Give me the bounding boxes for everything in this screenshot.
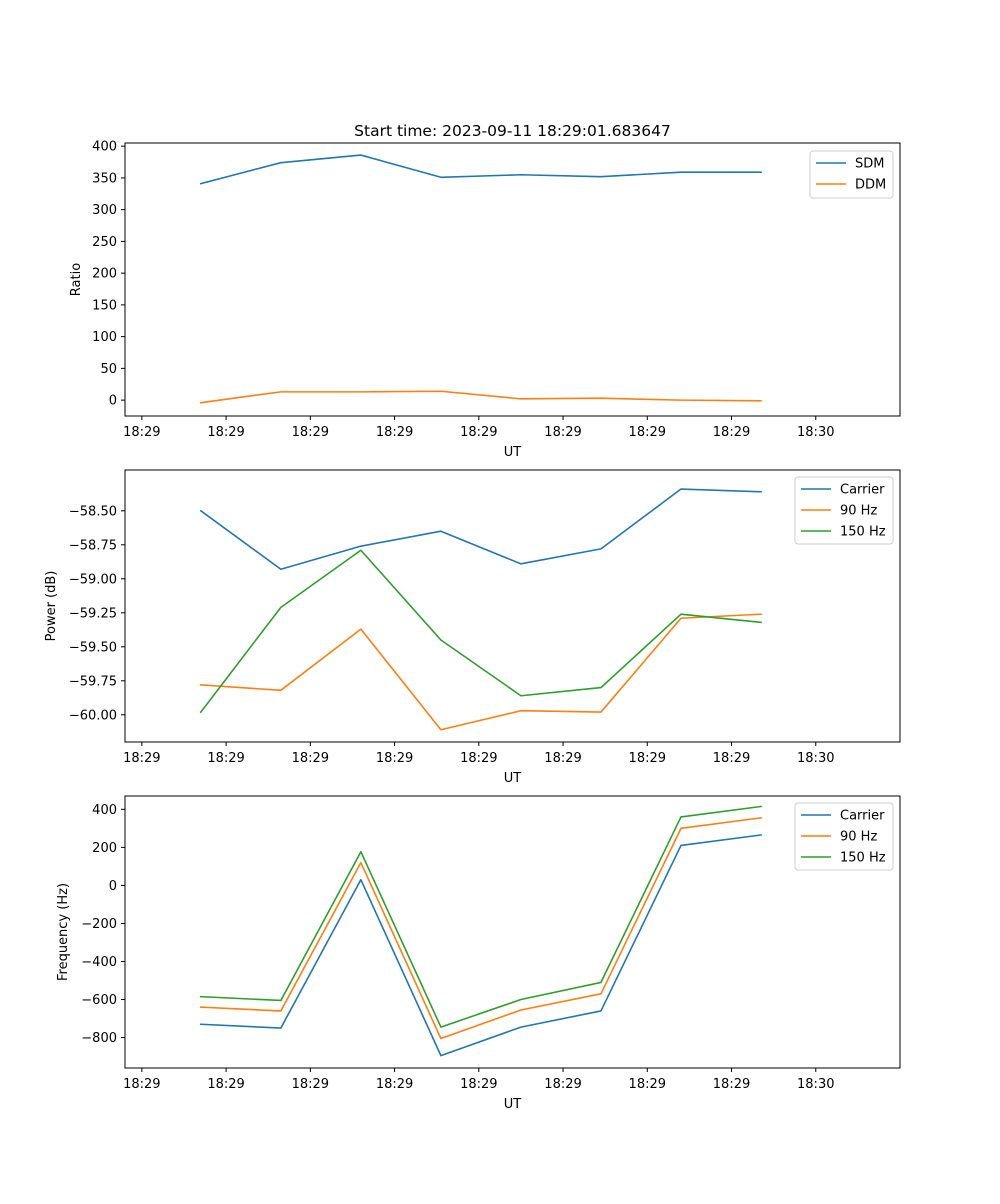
x-axis-label: UT <box>504 771 522 786</box>
legend: Carrier 90 Hz 150 Hz <box>794 802 894 871</box>
series-line-sdm <box>199 154 762 185</box>
plot-frame <box>124 795 901 1069</box>
x-tick-label: 18:29 <box>292 1077 329 1092</box>
x-tick-label: 18:29 <box>629 1077 666 1092</box>
x-tick-label: 18:29 <box>460 1077 497 1092</box>
legend-label: Carrier <box>840 483 885 498</box>
y-axis-label: Frequency (Hz) <box>56 883 71 981</box>
y-tick-label: −800 <box>81 1031 117 1046</box>
x-tick-label: 18:29 <box>376 1077 413 1092</box>
legend: SDM DDM <box>809 150 894 199</box>
x-tick-label: 18:29 <box>544 1077 581 1092</box>
series-line-150-hz <box>199 549 762 714</box>
x-tick-label: 18:29 <box>123 425 160 440</box>
x-tick-label: 18:29 <box>713 1077 750 1092</box>
y-tick-label: 350 <box>92 171 117 186</box>
legend-label: 90 Hz <box>840 830 877 845</box>
x-tick-label: 18:30 <box>797 425 834 440</box>
y-tick-label: −600 <box>81 993 117 1008</box>
series-line-ddm <box>199 390 762 404</box>
y-tick-label: 50 <box>100 362 117 377</box>
legend-label: 150 Hz <box>840 525 886 540</box>
y-axis: −60.00 −59.75 −59.50 −59.25 −59.00 −58.75 −58.… <box>69 504 125 723</box>
y-tick-label: 200 <box>92 841 117 856</box>
x-tick-label: 18:29 <box>713 425 750 440</box>
y-tick-label: 150 <box>92 298 117 313</box>
x-axis: 18:29 18:29 18:29 18:29 18:29 18:29 18:29 18:29… <box>123 1068 834 1092</box>
y-tick-label: −59.50 <box>69 640 117 655</box>
panel-ratio: Start time: 2023-09-11 18:29:01.683647 1… <box>69 122 901 460</box>
legend-label: 90 Hz <box>840 504 877 519</box>
y-tick-label: −58.50 <box>69 504 117 519</box>
x-axis-label: UT <box>504 1097 522 1112</box>
x-tick-label: 18:29 <box>629 425 666 440</box>
x-tick-label: 18:30 <box>797 751 834 766</box>
chart-title: Start time: 2023-09-11 18:29:01.683647 <box>354 122 671 140</box>
legend-label: SDM <box>855 157 884 172</box>
y-tick-label: −200 <box>81 917 117 932</box>
y-tick-label: 0 <box>109 879 117 894</box>
x-tick-label: 18:29 <box>292 751 329 766</box>
y-tick-label: −60.00 <box>69 708 117 723</box>
legend-label: 150 Hz <box>840 851 886 866</box>
x-tick-label: 18:29 <box>207 425 244 440</box>
y-axis-label: Power (dB) <box>44 571 59 642</box>
x-tick-label: 18:29 <box>460 425 497 440</box>
y-tick-label: −59.75 <box>69 674 117 689</box>
y-tick-label: 400 <box>92 140 117 155</box>
y-axis: −800 −600 −400 −200 0 200 400 <box>81 803 125 1046</box>
series-group <box>199 805 762 1057</box>
y-tick-label: 400 <box>92 803 117 818</box>
y-tick-label: −59.25 <box>69 606 117 621</box>
y-tick-label: −400 <box>81 955 117 970</box>
plot-frame <box>124 142 901 417</box>
legend-label: Carrier <box>840 809 885 824</box>
plot-frame <box>124 469 901 743</box>
y-tick-label: 300 <box>92 203 117 218</box>
x-axis: 18:29 18:29 18:29 18:29 18:29 18:29 18:29 18:29… <box>123 416 834 440</box>
y-tick-label: −58.75 <box>69 538 117 553</box>
x-tick-label: 18:29 <box>544 425 581 440</box>
legend: Carrier 90 Hz 150 Hz <box>794 476 894 545</box>
y-tick-label: 100 <box>92 330 117 345</box>
panel-frequency: 18:29 18:29 18:29 18:29 18:29 18:29 18:29 18:29… <box>56 795 901 1112</box>
series-line-150-hz <box>199 805 762 1028</box>
x-tick-label: 18:29 <box>713 751 750 766</box>
x-tick-label: 18:29 <box>376 425 413 440</box>
series-group <box>199 488 762 731</box>
x-axis-label: UT <box>504 445 522 460</box>
x-tick-label: 18:29 <box>207 751 244 766</box>
legend-label: DDM <box>855 178 886 193</box>
legend-box <box>794 802 894 871</box>
series-line-carrier <box>199 488 762 571</box>
y-tick-label: 250 <box>92 235 117 250</box>
x-axis: 18:29 18:29 18:29 18:29 18:29 18:29 18:29 18:29… <box>123 742 834 766</box>
x-tick-label: 18:29 <box>376 751 413 766</box>
x-tick-label: 18:29 <box>629 751 666 766</box>
series-group <box>199 154 762 404</box>
y-axis-label: Ratio <box>69 263 84 296</box>
x-tick-label: 18:30 <box>797 1077 834 1092</box>
y-tick-label: −59.00 <box>69 572 117 587</box>
x-tick-label: 18:29 <box>123 1077 160 1092</box>
x-tick-label: 18:29 <box>207 1077 244 1092</box>
x-tick-label: 18:29 <box>460 751 497 766</box>
x-tick-label: 18:29 <box>292 425 329 440</box>
y-tick-label: 200 <box>92 267 117 282</box>
y-tick-label: 0 <box>109 394 117 409</box>
series-line-carrier <box>199 834 762 1057</box>
x-tick-label: 18:29 <box>123 751 160 766</box>
panel-power: 18:29 18:29 18:29 18:29 18:29 18:29 18:29 18:29… <box>44 469 901 786</box>
y-axis: 0 50 100 150 200 250 300 350 400 <box>92 140 125 409</box>
series-line-90-hz <box>199 613 762 731</box>
x-tick-label: 18:29 <box>544 751 581 766</box>
legend-box <box>794 476 894 545</box>
series-line-90-hz <box>199 816 762 1040</box>
